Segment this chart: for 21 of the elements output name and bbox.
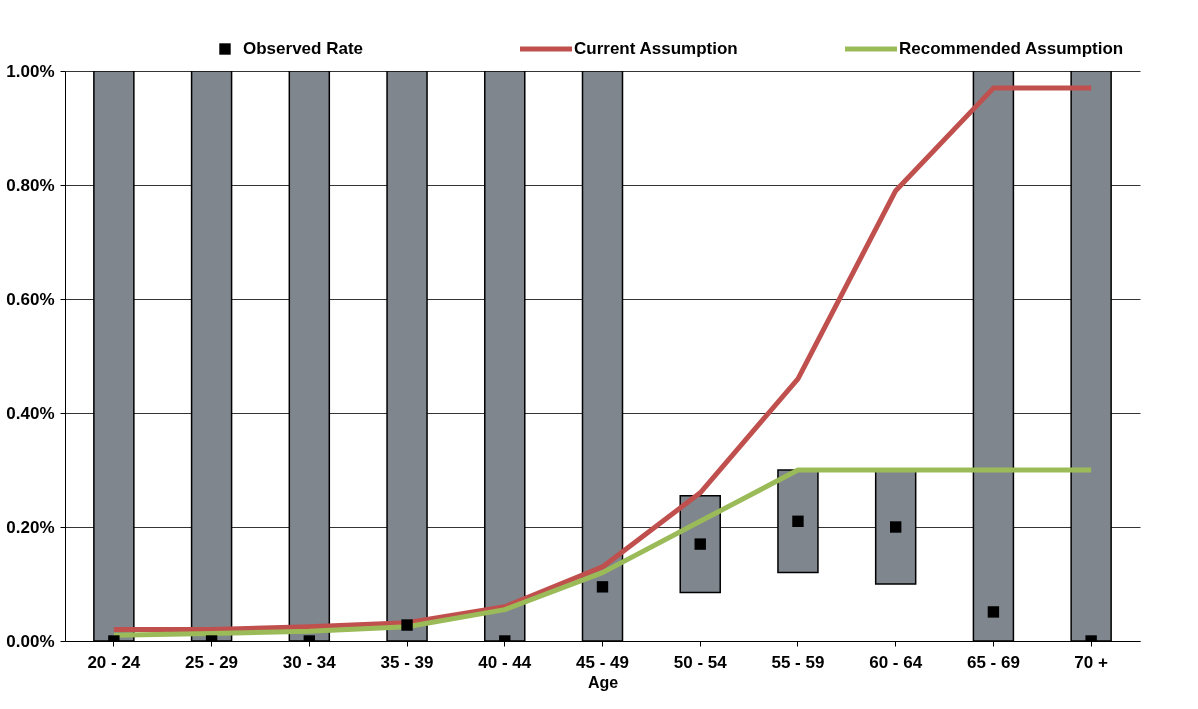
x-tick-label: 50 - 54 bbox=[673, 652, 728, 672]
legend-label: Recommended Assumption bbox=[899, 39, 1124, 58]
x-tick-label: 70 + bbox=[1074, 652, 1108, 672]
y-tick-label: 0.40% bbox=[6, 403, 55, 423]
x-tick-label: 25 - 29 bbox=[185, 652, 239, 672]
y-tick-label: 0.20% bbox=[6, 517, 55, 537]
x-tick-label: 65 - 69 bbox=[966, 652, 1020, 672]
x-tick-label: 60 - 64 bbox=[869, 652, 923, 672]
legend-label: Current Assumption bbox=[574, 39, 738, 58]
y-tick-label: 1.00% bbox=[6, 61, 55, 81]
x-axis-title: Age bbox=[587, 673, 619, 691]
y-tick-label: 0.60% bbox=[6, 289, 55, 309]
x-tick-label: 20 - 24 bbox=[87, 652, 141, 672]
legend-label: Observed Rate bbox=[243, 39, 363, 58]
x-tick-label: 30 - 34 bbox=[282, 652, 337, 672]
x-tick-label: 45 - 49 bbox=[576, 652, 629, 672]
x-tick-label: 55 - 59 bbox=[771, 652, 825, 672]
x-tick-label: 40 - 44 bbox=[478, 652, 532, 672]
x-tick-label: 35 - 39 bbox=[380, 652, 434, 672]
y-tick-label: 0.80% bbox=[6, 175, 55, 195]
y-tick-label: 0.00% bbox=[6, 631, 55, 651]
